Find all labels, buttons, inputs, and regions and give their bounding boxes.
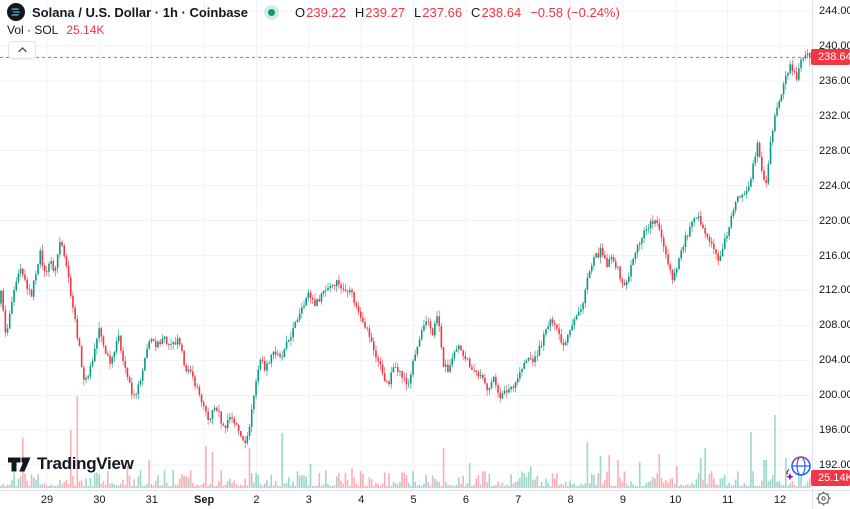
- high-label: H: [354, 4, 365, 20]
- time-tick-label: 31: [145, 494, 158, 506]
- watermark-text: TradingView: [37, 454, 134, 473]
- price-tick-label: 192.00: [819, 459, 850, 472]
- time-tick-label: 5: [410, 494, 417, 506]
- time-tick-label: 30: [93, 494, 106, 506]
- price-tick-label: 216.00: [819, 249, 850, 262]
- price-tick-label: 196.00: [819, 424, 850, 437]
- tradingview-watermark[interactable]: TradingView: [8, 454, 134, 474]
- volume-label[interactable]: Vol · SOL: [7, 23, 59, 37]
- time-tick-label: 7: [515, 494, 522, 506]
- collapse-legend-button[interactable]: [8, 41, 36, 59]
- price-tick-label: 212.00: [819, 284, 850, 297]
- time-tick-label: 29: [40, 494, 54, 506]
- tradingview-logo-icon: [8, 457, 31, 471]
- solana-logo-icon: [7, 3, 25, 21]
- price-tick-label: 244.00: [819, 5, 850, 17]
- price-tick-label: 232.00: [819, 109, 850, 122]
- time-tick-label: 12: [773, 494, 787, 506]
- volume-badge: 25.14K: [811, 470, 850, 486]
- time-tick-label: 6: [462, 494, 469, 506]
- volume-legend: Vol · SOL 25.14K: [7, 23, 104, 37]
- price-axis-border: [812, 0, 813, 509]
- gear-icon[interactable]: [816, 491, 831, 506]
- price-tick-label: 204.00: [819, 354, 850, 367]
- time-axis-border: [0, 490, 850, 491]
- time-tick-label: 4: [358, 494, 365, 506]
- time-tick-label: 3: [305, 494, 312, 506]
- low-value: 237.66: [422, 4, 463, 20]
- close-value: 238.64: [481, 4, 522, 20]
- time-tick-label: 11: [721, 494, 734, 506]
- time-tick-label: 9: [619, 494, 627, 506]
- price-tick-label: 240.00: [819, 39, 850, 52]
- price-tick-label: 228.00: [819, 144, 850, 157]
- price-tick-label: 220.00: [819, 214, 850, 227]
- price-tick-label: 208.00: [819, 319, 850, 332]
- symbol-title[interactable]: Solana / U.S. Dollar · 1h · Coinbase: [32, 4, 248, 20]
- high-value: 239.27: [365, 4, 406, 20]
- time-tick-label: 10: [669, 494, 682, 506]
- ohlc-values: O239.22 H239.27 L237.66 C238.64 −0.58 (−…: [295, 5, 620, 20]
- event-globe-icon[interactable]: [782, 453, 814, 483]
- symbol-legend: Solana / U.S. Dollar · 1h · Coinbase O23…: [7, 3, 620, 21]
- low-label: L: [414, 4, 422, 20]
- chevron-up-icon: [17, 47, 27, 53]
- price-tick-label: 224.00: [819, 179, 850, 192]
- volume-value: 25.14K: [66, 23, 105, 37]
- change-value: −0.58 (−0.24%): [530, 4, 620, 20]
- time-tick-label: Sep: [193, 494, 215, 506]
- market-status-icon[interactable]: [264, 4, 279, 20]
- open-value: 239.22: [306, 4, 346, 20]
- last-price-badge: 238.64: [811, 49, 850, 65]
- time-tick-label: 2: [253, 494, 260, 506]
- close-label: C: [471, 4, 481, 20]
- open-label: O: [295, 4, 306, 20]
- price-tick-label: 236.00: [819, 74, 850, 87]
- price-tick-label: 200.00: [819, 389, 850, 402]
- time-tick-label: 8: [567, 494, 574, 506]
